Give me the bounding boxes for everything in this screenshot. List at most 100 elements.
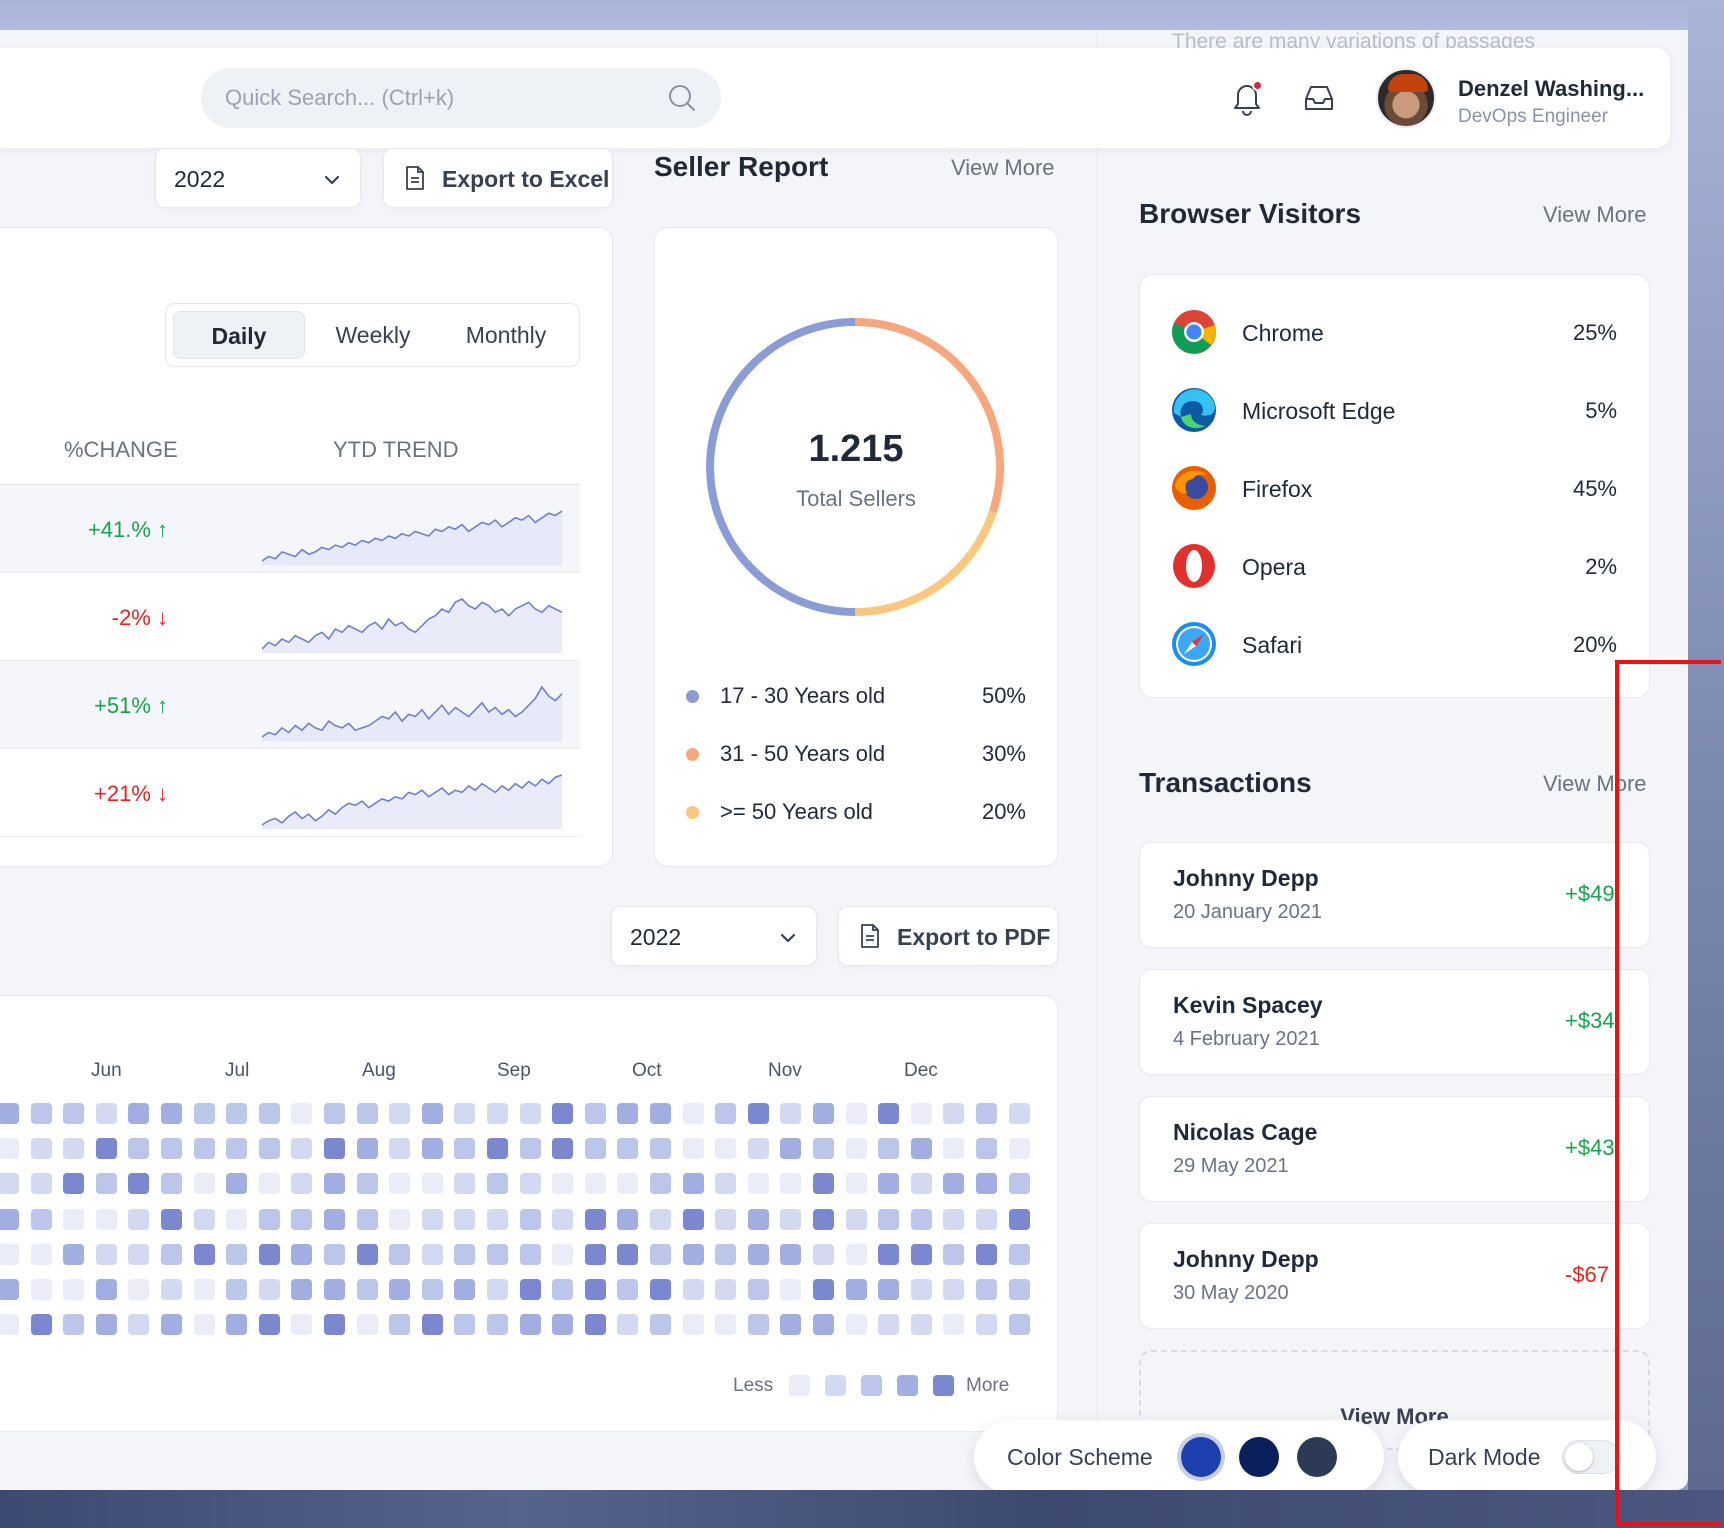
heatmap-cell[interactable] xyxy=(813,1208,834,1230)
heatmap-cell[interactable] xyxy=(258,1173,280,1195)
heatmap-cell[interactable] xyxy=(813,1173,834,1195)
heatmap-cell[interactable] xyxy=(650,1103,671,1124)
heatmap-cell[interactable] xyxy=(356,1173,378,1195)
heatmap-cell[interactable] xyxy=(258,1208,280,1230)
heatmap-cell[interactable] xyxy=(487,1103,508,1124)
heatmap-cell[interactable] xyxy=(128,1314,150,1336)
heatmap-cell[interactable] xyxy=(519,1314,541,1336)
heatmap-cell[interactable] xyxy=(715,1243,737,1265)
heatmap-cell[interactable] xyxy=(291,1314,313,1336)
heatmap-cell[interactable] xyxy=(454,1103,476,1124)
heatmap-cell[interactable] xyxy=(454,1173,476,1195)
heatmap-cell[interactable] xyxy=(552,1103,574,1124)
heatmap-cell[interactable] xyxy=(258,1138,280,1160)
heatmap-cell[interactable] xyxy=(943,1103,965,1124)
heatmap-cell[interactable] xyxy=(324,1103,345,1124)
heatmap-cell[interactable] xyxy=(552,1138,574,1160)
heatmap-cell[interactable] xyxy=(878,1243,900,1265)
heatmap-cell[interactable] xyxy=(63,1279,85,1300)
heatmap-cell[interactable] xyxy=(128,1138,150,1160)
heatmap-cell[interactable] xyxy=(845,1173,867,1195)
heatmap-cell[interactable] xyxy=(976,1314,997,1336)
tab-monthly[interactable]: Monthly xyxy=(465,322,547,348)
heatmap-cell[interactable] xyxy=(128,1208,150,1230)
heatmap-cell[interactable] xyxy=(226,1314,248,1336)
heatmap-cell[interactable] xyxy=(682,1314,704,1336)
heatmap-cell[interactable] xyxy=(30,1138,52,1160)
heatmap-cell[interactable] xyxy=(617,1138,639,1160)
user-name[interactable]: Denzel Washing... xyxy=(1458,76,1645,101)
heatmap-cell[interactable] xyxy=(910,1173,932,1195)
heatmap-cell[interactable] xyxy=(0,1208,19,1230)
heatmap-cell[interactable] xyxy=(193,1243,215,1265)
heatmap-cell[interactable] xyxy=(1008,1103,1030,1124)
heatmap-cell[interactable] xyxy=(30,1103,52,1124)
heatmap-cell[interactable] xyxy=(552,1173,574,1195)
heatmap-cell[interactable] xyxy=(715,1314,737,1336)
heatmap-cell[interactable] xyxy=(715,1279,737,1300)
heatmap-cell[interactable] xyxy=(519,1279,541,1300)
heatmap-cell[interactable] xyxy=(226,1208,248,1230)
heatmap-cell[interactable] xyxy=(813,1314,834,1336)
heatmap-cell[interactable] xyxy=(682,1173,704,1195)
heatmap-cell[interactable] xyxy=(193,1173,215,1195)
heatmap-cell[interactable] xyxy=(30,1173,52,1195)
heatmap-cell[interactable] xyxy=(324,1243,345,1265)
heatmap-cell[interactable] xyxy=(747,1314,769,1336)
heatmap-cell[interactable] xyxy=(845,1208,867,1230)
heatmap-cell[interactable] xyxy=(389,1173,411,1195)
heatmap-cell[interactable] xyxy=(552,1314,574,1336)
heatmap-cell[interactable] xyxy=(878,1173,900,1195)
heatmap-cell[interactable] xyxy=(226,1279,248,1300)
heatmap-cell[interactable] xyxy=(454,1243,476,1265)
heatmap-cell[interactable] xyxy=(976,1279,997,1300)
heatmap-cell[interactable] xyxy=(193,1208,215,1230)
heatmap-cell[interactable] xyxy=(584,1243,606,1265)
heatmap-cell[interactable] xyxy=(552,1208,574,1230)
heatmap-cell[interactable] xyxy=(747,1103,769,1124)
heatmap-cell[interactable] xyxy=(389,1103,411,1124)
heatmap-cell[interactable] xyxy=(421,1173,443,1195)
heatmap-cell[interactable] xyxy=(584,1279,606,1300)
heatmap-cell[interactable] xyxy=(617,1208,639,1230)
heatmap-cell[interactable] xyxy=(161,1173,182,1195)
heatmap-cell[interactable] xyxy=(1008,1243,1030,1265)
heatmap-cell[interactable] xyxy=(519,1243,541,1265)
heatmap-cell[interactable] xyxy=(910,1138,932,1160)
heatmap-cell[interactable] xyxy=(95,1279,117,1300)
heatmap-cell[interactable] xyxy=(421,1243,443,1265)
heatmap-cell[interactable] xyxy=(584,1103,606,1124)
heatmap-cell[interactable] xyxy=(291,1243,313,1265)
heatmap-cell[interactable] xyxy=(356,1103,378,1124)
heatmap-cell[interactable] xyxy=(943,1279,965,1300)
heatmap-cell[interactable] xyxy=(943,1173,965,1195)
search-icon[interactable] xyxy=(667,83,697,113)
heatmap-cell[interactable] xyxy=(161,1208,182,1230)
heatmap-cell[interactable] xyxy=(552,1279,574,1300)
heatmap-cell[interactable] xyxy=(324,1138,345,1160)
export-pdf-button[interactable]: Export to PDF xyxy=(838,906,1058,966)
heatmap-cell[interactable] xyxy=(910,1208,932,1230)
heatmap-cell[interactable] xyxy=(747,1138,769,1160)
heatmap-cell[interactable] xyxy=(617,1279,639,1300)
heatmap-cell[interactable] xyxy=(324,1314,345,1336)
heatmap-cell[interactable] xyxy=(356,1208,378,1230)
heatmap-cell[interactable] xyxy=(258,1279,280,1300)
heatmap-cell[interactable] xyxy=(976,1103,997,1124)
color-swatch-slate[interactable] xyxy=(1297,1437,1337,1477)
table-row[interactable]: +41.% ↑ xyxy=(0,485,580,573)
seller-report-view-more[interactable]: View More xyxy=(951,155,1055,180)
heatmap-cell[interactable] xyxy=(421,1314,443,1336)
transaction-item[interactable]: Johnny Depp 20 January 2021 +$49 xyxy=(1139,842,1650,948)
heatmap-cell[interactable] xyxy=(1008,1279,1030,1300)
heatmap-cell[interactable] xyxy=(943,1138,965,1160)
heatmap-cell[interactable] xyxy=(943,1314,965,1336)
heatmap-cell[interactable] xyxy=(487,1173,508,1195)
heatmap-cell[interactable] xyxy=(0,1314,19,1336)
heatmap-cell[interactable] xyxy=(1008,1173,1030,1195)
heatmap-cell[interactable] xyxy=(650,1173,671,1195)
heatmap-cell[interactable] xyxy=(976,1173,997,1195)
heatmap-cell[interactable] xyxy=(617,1103,639,1124)
heatmap-cell[interactable] xyxy=(389,1208,411,1230)
heatmap-cell[interactable] xyxy=(226,1138,248,1160)
